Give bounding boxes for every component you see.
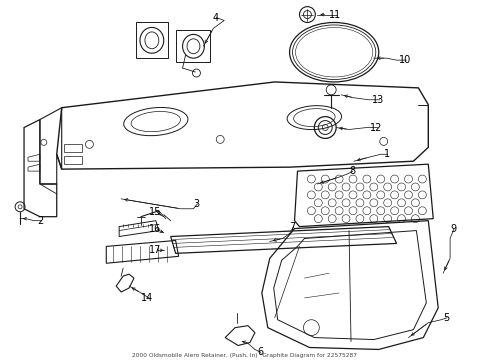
Text: 2000 Oldsmobile Alero Retainer, (Push, In) *Graphite Diagram for 22575287: 2000 Oldsmobile Alero Retainer, (Push, I… xyxy=(131,354,356,359)
Text: 10: 10 xyxy=(398,55,410,65)
Text: 11: 11 xyxy=(328,10,341,19)
Text: 9: 9 xyxy=(449,224,455,234)
Text: 17: 17 xyxy=(148,246,161,255)
Text: 8: 8 xyxy=(348,166,354,176)
Text: 2: 2 xyxy=(37,216,43,226)
Text: 16: 16 xyxy=(148,224,161,234)
Text: 15: 15 xyxy=(148,207,161,217)
Text: 6: 6 xyxy=(256,347,263,357)
Text: 12: 12 xyxy=(369,122,382,132)
Text: 5: 5 xyxy=(442,313,448,323)
Text: 7: 7 xyxy=(289,222,295,231)
Text: 4: 4 xyxy=(212,13,218,23)
Text: 14: 14 xyxy=(141,293,153,303)
Text: 13: 13 xyxy=(371,95,383,105)
Text: 1: 1 xyxy=(383,149,389,159)
Text: 3: 3 xyxy=(193,199,199,209)
